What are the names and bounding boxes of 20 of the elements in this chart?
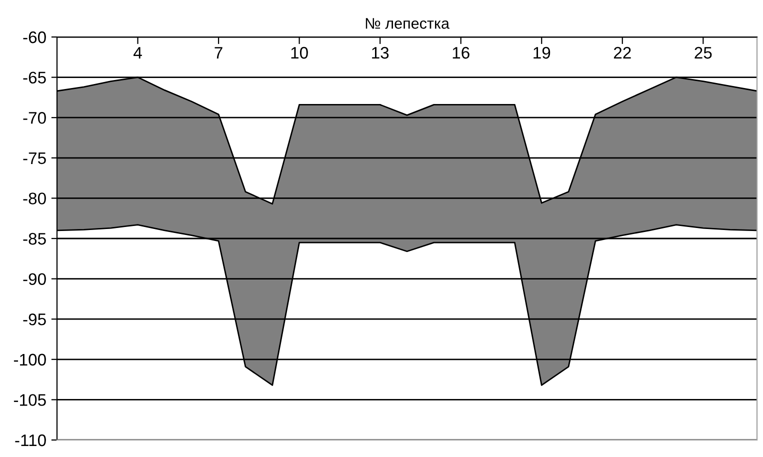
x-tick-label: 19 (534, 46, 550, 59)
y-tick-label: -95 (23, 314, 46, 326)
x-tick-label: 10 (291, 46, 308, 59)
x-tick-label: 25 (694, 46, 712, 59)
y-tick-label: -70 (23, 112, 46, 124)
x-tick-label: 4 (134, 47, 142, 59)
y-tick-label: -65 (23, 72, 46, 84)
y-tick-label: -75 (23, 152, 46, 164)
x-tick-label: 7 (214, 47, 222, 59)
x-tick-label: 13 (372, 46, 389, 59)
y-tick-label: -80 (23, 192, 46, 204)
y-tick-label: -85 (23, 232, 46, 245)
y-tick-label: -105 (14, 394, 46, 406)
y-tick-label: -100 (14, 354, 46, 366)
x-tick-label: 22 (614, 46, 631, 59)
y-tick-label: -110 (15, 434, 46, 446)
x-axis-title: № лепестка (366, 18, 450, 29)
x-tick-label: 16 (452, 46, 470, 59)
y-tick-label: -90 (23, 273, 46, 286)
y-tick-label: -60 (23, 31, 46, 44)
